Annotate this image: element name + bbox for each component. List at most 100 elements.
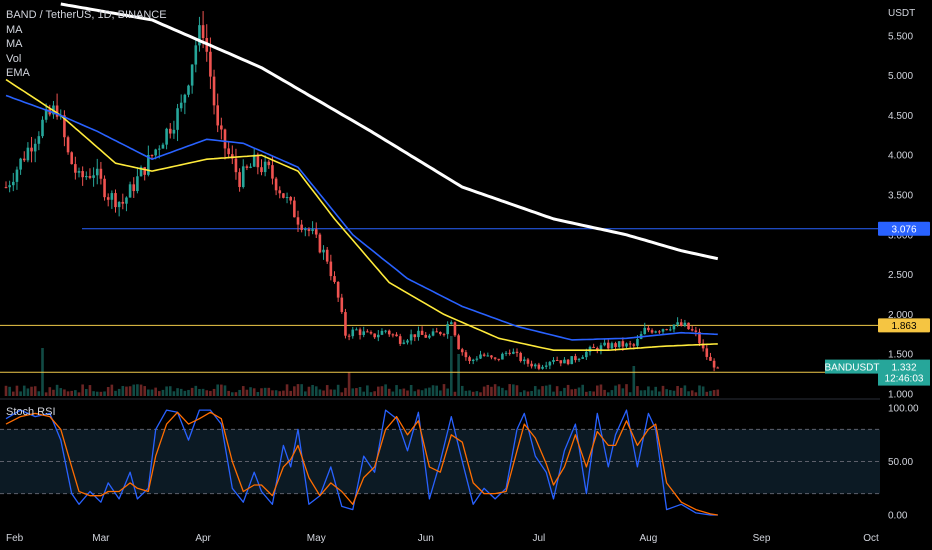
candle-body[interactable] [85, 176, 88, 178]
candle-body[interactable] [8, 185, 11, 188]
candle-body[interactable] [358, 329, 362, 335]
candle-body[interactable] [493, 357, 497, 359]
candle-body[interactable] [209, 51, 212, 77]
candle-body[interactable] [409, 334, 413, 341]
moving-average-lines[interactable] [5, 2, 719, 352]
candle-body[interactable] [369, 332, 373, 334]
candle-body[interactable] [391, 334, 395, 336]
candle-body[interactable] [136, 176, 139, 192]
candle-body[interactable] [362, 331, 365, 335]
candle-body[interactable] [581, 357, 584, 359]
candle-body[interactable] [679, 322, 683, 326]
candle-body[interactable] [617, 341, 621, 347]
candle-body[interactable] [457, 335, 460, 350]
candle-body[interactable] [223, 129, 227, 149]
candle-body[interactable] [599, 345, 603, 352]
candle-body[interactable] [413, 334, 417, 338]
candle-body[interactable] [282, 193, 285, 198]
rsi-axis[interactable]: 100.00 50.00 0.00 [888, 404, 919, 522]
candle-body[interactable] [172, 129, 176, 134]
candle-body[interactable] [366, 331, 369, 333]
candle-body[interactable] [475, 358, 479, 360]
candle-body[interactable] [154, 149, 157, 156]
horizontal-levels[interactable] [0, 228, 880, 373]
candle-body[interactable] [234, 158, 238, 173]
candle-body[interactable] [468, 357, 471, 362]
candle-body[interactable] [329, 261, 333, 277]
candle-body[interactable] [471, 359, 475, 362]
candle-body[interactable] [92, 175, 95, 178]
indicator-ema[interactable]: EMA [6, 67, 30, 79]
indicator-ma-1[interactable]: MA [6, 23, 23, 36]
candle-body[interactable] [446, 324, 449, 335]
candle-body[interactable] [66, 137, 70, 153]
symbol-title[interactable]: BAND / TetherUS, 1D, BINANCE [6, 9, 167, 21]
candle-body[interactable] [274, 178, 278, 191]
candle-body[interactable] [322, 249, 325, 253]
candle-body[interactable] [241, 166, 245, 188]
candle-body[interactable] [683, 322, 687, 326]
candle-body[interactable] [41, 119, 44, 137]
candle-body[interactable] [395, 334, 398, 337]
candle-body[interactable] [198, 25, 201, 46]
candle-body[interactable] [654, 331, 657, 333]
candle-body[interactable] [179, 102, 183, 109]
candle-body[interactable] [705, 348, 709, 357]
candle-body[interactable] [252, 154, 256, 167]
candle-body[interactable] [417, 330, 420, 338]
stoch-rsi-pane[interactable] [0, 409, 880, 516]
candle-body[interactable] [271, 165, 274, 179]
candle-body[interactable] [460, 349, 464, 353]
candle-body[interactable] [519, 352, 522, 362]
candle-body[interactable] [143, 167, 146, 175]
candle-body[interactable] [606, 342, 610, 349]
candle-body[interactable] [4, 187, 8, 189]
candle-body[interactable] [30, 147, 33, 152]
candle-body[interactable] [190, 64, 194, 86]
candle-body[interactable] [435, 331, 438, 333]
candle-body[interactable] [541, 366, 544, 369]
candle-body[interactable] [263, 161, 267, 173]
candle-body[interactable] [37, 136, 41, 144]
candle-body[interactable] [150, 154, 154, 156]
candle-body[interactable] [187, 85, 190, 95]
candle-body[interactable] [523, 359, 526, 362]
rsi-line-d[interactable] [5, 411, 718, 516]
candle-body[interactable] [625, 343, 628, 347]
candle-body[interactable] [351, 329, 355, 337]
rsi-line-k[interactable] [5, 409, 718, 516]
candle-body[interactable] [716, 367, 720, 369]
candle-body[interactable] [588, 346, 592, 352]
candle-body[interactable] [665, 329, 668, 331]
candle-body[interactable] [424, 334, 428, 338]
candle-body[interactable] [661, 329, 665, 332]
candle-body[interactable] [267, 161, 271, 166]
candle-body[interactable] [548, 361, 552, 366]
candle-body[interactable] [74, 164, 77, 173]
price-axis[interactable]: USDT 5.500 5.000 4.500 4.000 3.500 3.000 2.500 2… [888, 8, 915, 401]
candle-body[interactable] [44, 109, 48, 120]
candle-body[interactable] [311, 229, 314, 231]
candle-body[interactable] [220, 125, 223, 130]
candle-body[interactable] [88, 176, 92, 178]
candle-body[interactable] [22, 158, 26, 161]
candle-body[interactable] [344, 312, 347, 336]
candlestick-series[interactable] [4, 11, 720, 372]
candle-body[interactable] [387, 330, 391, 335]
candle-body[interactable] [537, 364, 541, 369]
candle-body[interactable] [139, 167, 143, 177]
candle-body[interactable] [15, 169, 19, 182]
ma-line-white[interactable] [60, 2, 719, 261]
candle-body[interactable] [501, 353, 504, 360]
candle-body[interactable] [690, 329, 694, 331]
candle-body[interactable] [497, 358, 501, 360]
ma-line-yellow[interactable] [5, 78, 718, 352]
candle-body[interactable] [300, 224, 303, 230]
candle-body[interactable] [333, 276, 336, 282]
candle-body[interactable] [712, 360, 716, 368]
candle-body[interactable] [95, 168, 99, 176]
candle-body[interactable] [398, 336, 402, 344]
candle-body[interactable] [530, 363, 533, 367]
candle-body[interactable] [628, 343, 632, 345]
candle-body[interactable] [106, 197, 110, 200]
